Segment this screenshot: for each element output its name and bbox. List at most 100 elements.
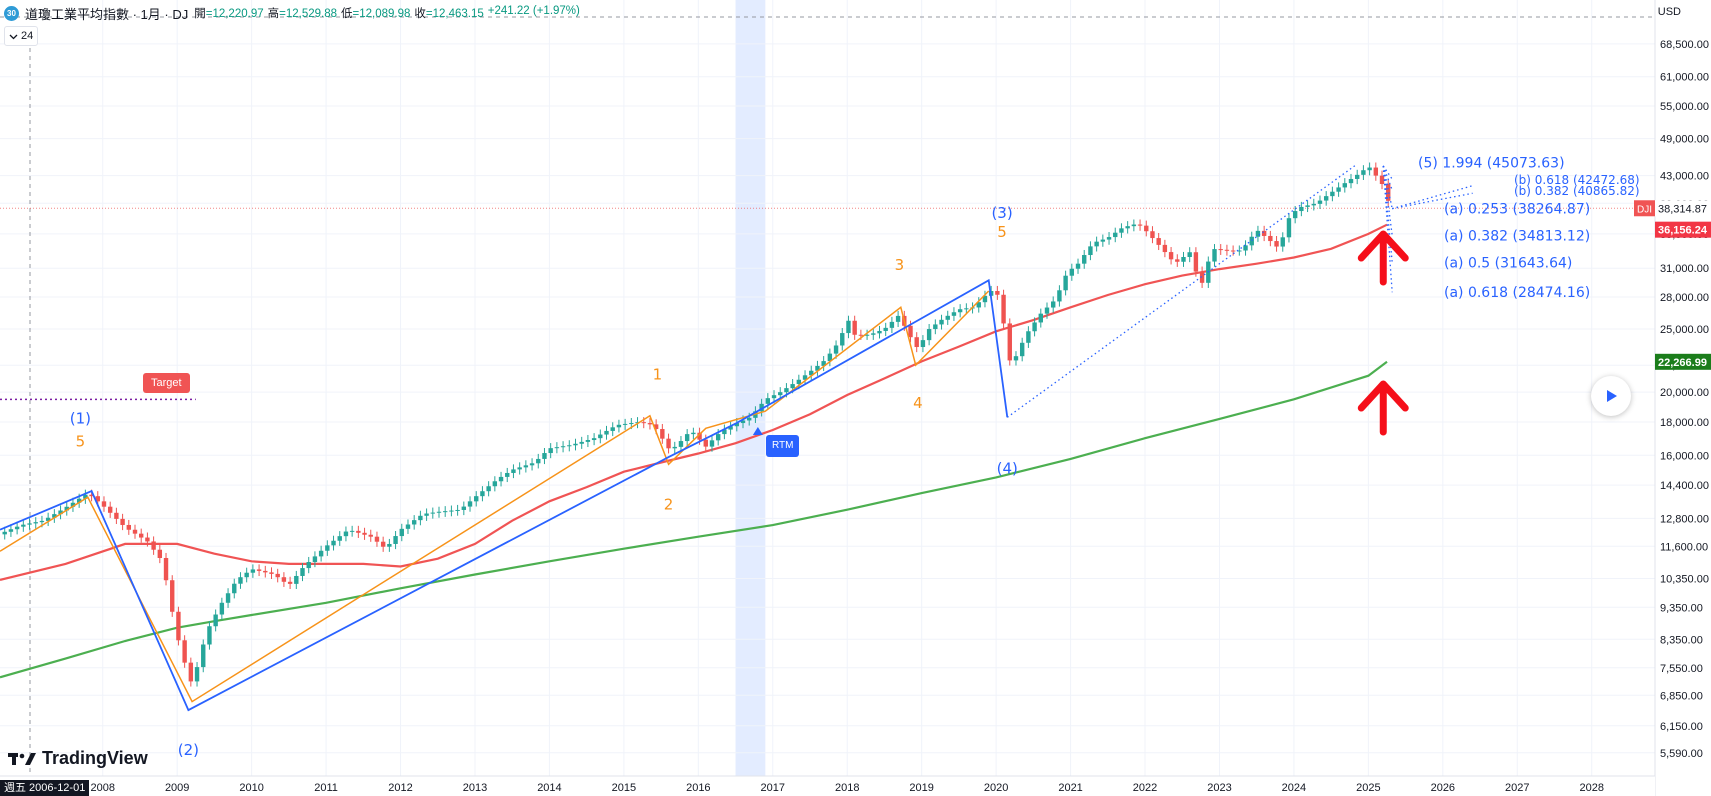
fib-label-4: (a) 0.382 (34813.12) [1444,228,1590,244]
x-tick-label-2022: 2022 [1133,782,1157,794]
candle-body [678,441,684,447]
symbol-title[interactable]: 道瓊工業平均指數 · 1月 · DJ [25,6,189,22]
x-tick-label-2014: 2014 [537,782,561,794]
candle-body [957,309,963,313]
candle-body [691,432,696,435]
candle-body [120,518,125,525]
candle-body [889,321,895,328]
wave-label-6: 4 [913,394,923,412]
candle-body [1255,230,1261,237]
x-tick-label-2027: 2027 [1505,782,1529,794]
candle-body [83,494,88,499]
candle-body [387,543,392,547]
candle-body [809,370,814,376]
open-value: =12,220.97 [205,8,264,20]
candle-body [331,540,336,546]
candle-body [1038,313,1043,323]
candle-body [784,388,789,393]
tradingview-logo: TradingView [8,748,148,769]
candle-body [703,439,708,447]
candle-body [76,498,82,503]
candle-body [765,398,771,404]
candle-body [864,334,870,336]
fib-label-5: (a) 0.5 (31643.64) [1444,255,1572,271]
fib-label-3: (a) 0.253 (38264.87) [1444,202,1590,218]
candle-body [182,640,187,663]
x-tick-label-2012: 2012 [388,782,412,794]
candle-body [542,453,547,459]
candle-body [455,509,460,511]
candle-body [399,528,404,537]
high-label: 高 [267,8,280,20]
candle-body [58,510,63,515]
go-to-realtime-button[interactable] [1591,376,1631,416]
candle-body [1131,224,1137,227]
low-label: 低 [341,8,353,20]
candle-body [1199,271,1205,283]
high-value: =12,529.88 [279,8,338,20]
candle-body [1057,290,1062,302]
x-tick-label-2025: 2025 [1356,782,1380,794]
candle-body [1082,255,1087,264]
wave-label-1: 5 [76,433,86,451]
candle-body [480,491,485,497]
candle-body [1137,224,1143,226]
candle-body [505,472,510,477]
candle-body [1249,236,1254,246]
x-tick-label-2011: 2011 [314,782,338,794]
candle-body [840,333,845,346]
low-value: =12,089.98 [352,8,411,20]
candle-body [976,302,981,308]
candle-body [647,423,653,425]
y-tick-label-2: 55,000.00 [1660,101,1709,113]
candle-body [275,573,280,578]
candle-body [145,537,150,542]
x-tick-label-2013: 2013 [463,782,487,794]
candle-body [604,430,609,435]
candle-body [498,476,504,482]
y-tick-label-3: 49,000.00 [1660,134,1709,146]
candle-body [641,422,646,424]
open-label: 開 [194,8,206,20]
fib-fan-line-5 [1382,165,1393,293]
candle-body [95,496,100,502]
candle-body [151,541,156,550]
candle-body [827,353,833,362]
candle-body [201,644,206,668]
candle-body [1336,187,1341,192]
candle-body [1218,249,1223,251]
candle-body [939,319,944,325]
candle-body [306,562,311,569]
candle-body [858,334,864,336]
ma-red-price-value: 36,156.24 [1658,225,1708,237]
candle-body [536,458,541,464]
candle-body [281,577,287,582]
candle-body [914,337,919,348]
candle-body [250,569,256,573]
candle-body [263,570,268,573]
candle-body [573,443,578,446]
candle-body [380,541,386,547]
candle-body [1175,259,1180,262]
candle-body [1274,241,1279,247]
arrow-up-icon-2 [1357,380,1409,436]
y-tick-label-12: 18,000.00 [1660,417,1709,429]
candle-body [300,568,305,576]
candle-body [920,340,926,348]
candle-body [424,513,429,516]
candle-body [1013,356,1019,361]
candle-body [411,520,417,525]
candle-body [349,530,355,532]
tradingview-logo-icon [8,752,36,765]
candle-body [461,506,467,510]
moving-average-green-line [0,360,1388,679]
candle-body [1212,249,1217,262]
candle-body [1144,225,1149,232]
change-value: +241.22 (+1.97%) [487,5,580,17]
candle-body [1367,167,1372,171]
candle-body [622,423,628,425]
candle-body [1261,230,1267,236]
indicator-toggle[interactable]: 24 [4,26,39,46]
candle-body [343,531,349,537]
